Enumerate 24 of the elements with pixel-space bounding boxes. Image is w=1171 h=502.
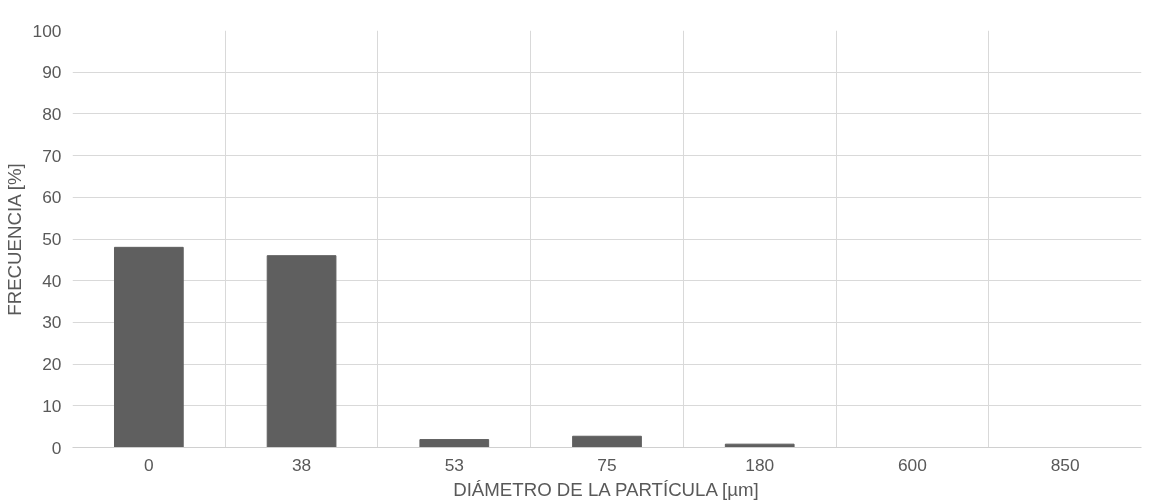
bar <box>572 435 642 448</box>
x-tick-label: 53 <box>444 454 464 475</box>
y-tick-label: 60 <box>42 187 62 208</box>
y-tick-label: 10 <box>42 395 62 416</box>
y-axis-title: FRECUENCIA [%] <box>3 163 25 316</box>
bar <box>114 246 184 448</box>
bar <box>419 439 490 448</box>
y-tick-label: 50 <box>42 229 62 249</box>
y-tick-label: 20 <box>42 354 62 375</box>
y-tick-label: 90 <box>42 62 62 83</box>
x-tick-label: 38 <box>291 454 312 475</box>
y-tick-label: 30 <box>42 312 62 333</box>
bar <box>266 255 337 448</box>
x-tick-label: 850 <box>1050 454 1080 475</box>
x-axis-title: DIÁMETRO DE LA PARTÍCULA [µm] <box>453 478 759 500</box>
y-tick-label: 70 <box>42 145 62 166</box>
y-tick-label: 40 <box>42 270 62 291</box>
x-tick-label: 180 <box>745 454 775 475</box>
x-tick-label: 75 <box>597 454 617 475</box>
y-tick-label: 0 <box>51 437 62 458</box>
x-tick-label: 0 <box>144 454 154 475</box>
y-tick-label: 100 <box>32 20 62 41</box>
x-tick-label: 600 <box>897 454 927 475</box>
y-tick-label: 80 <box>42 103 62 124</box>
